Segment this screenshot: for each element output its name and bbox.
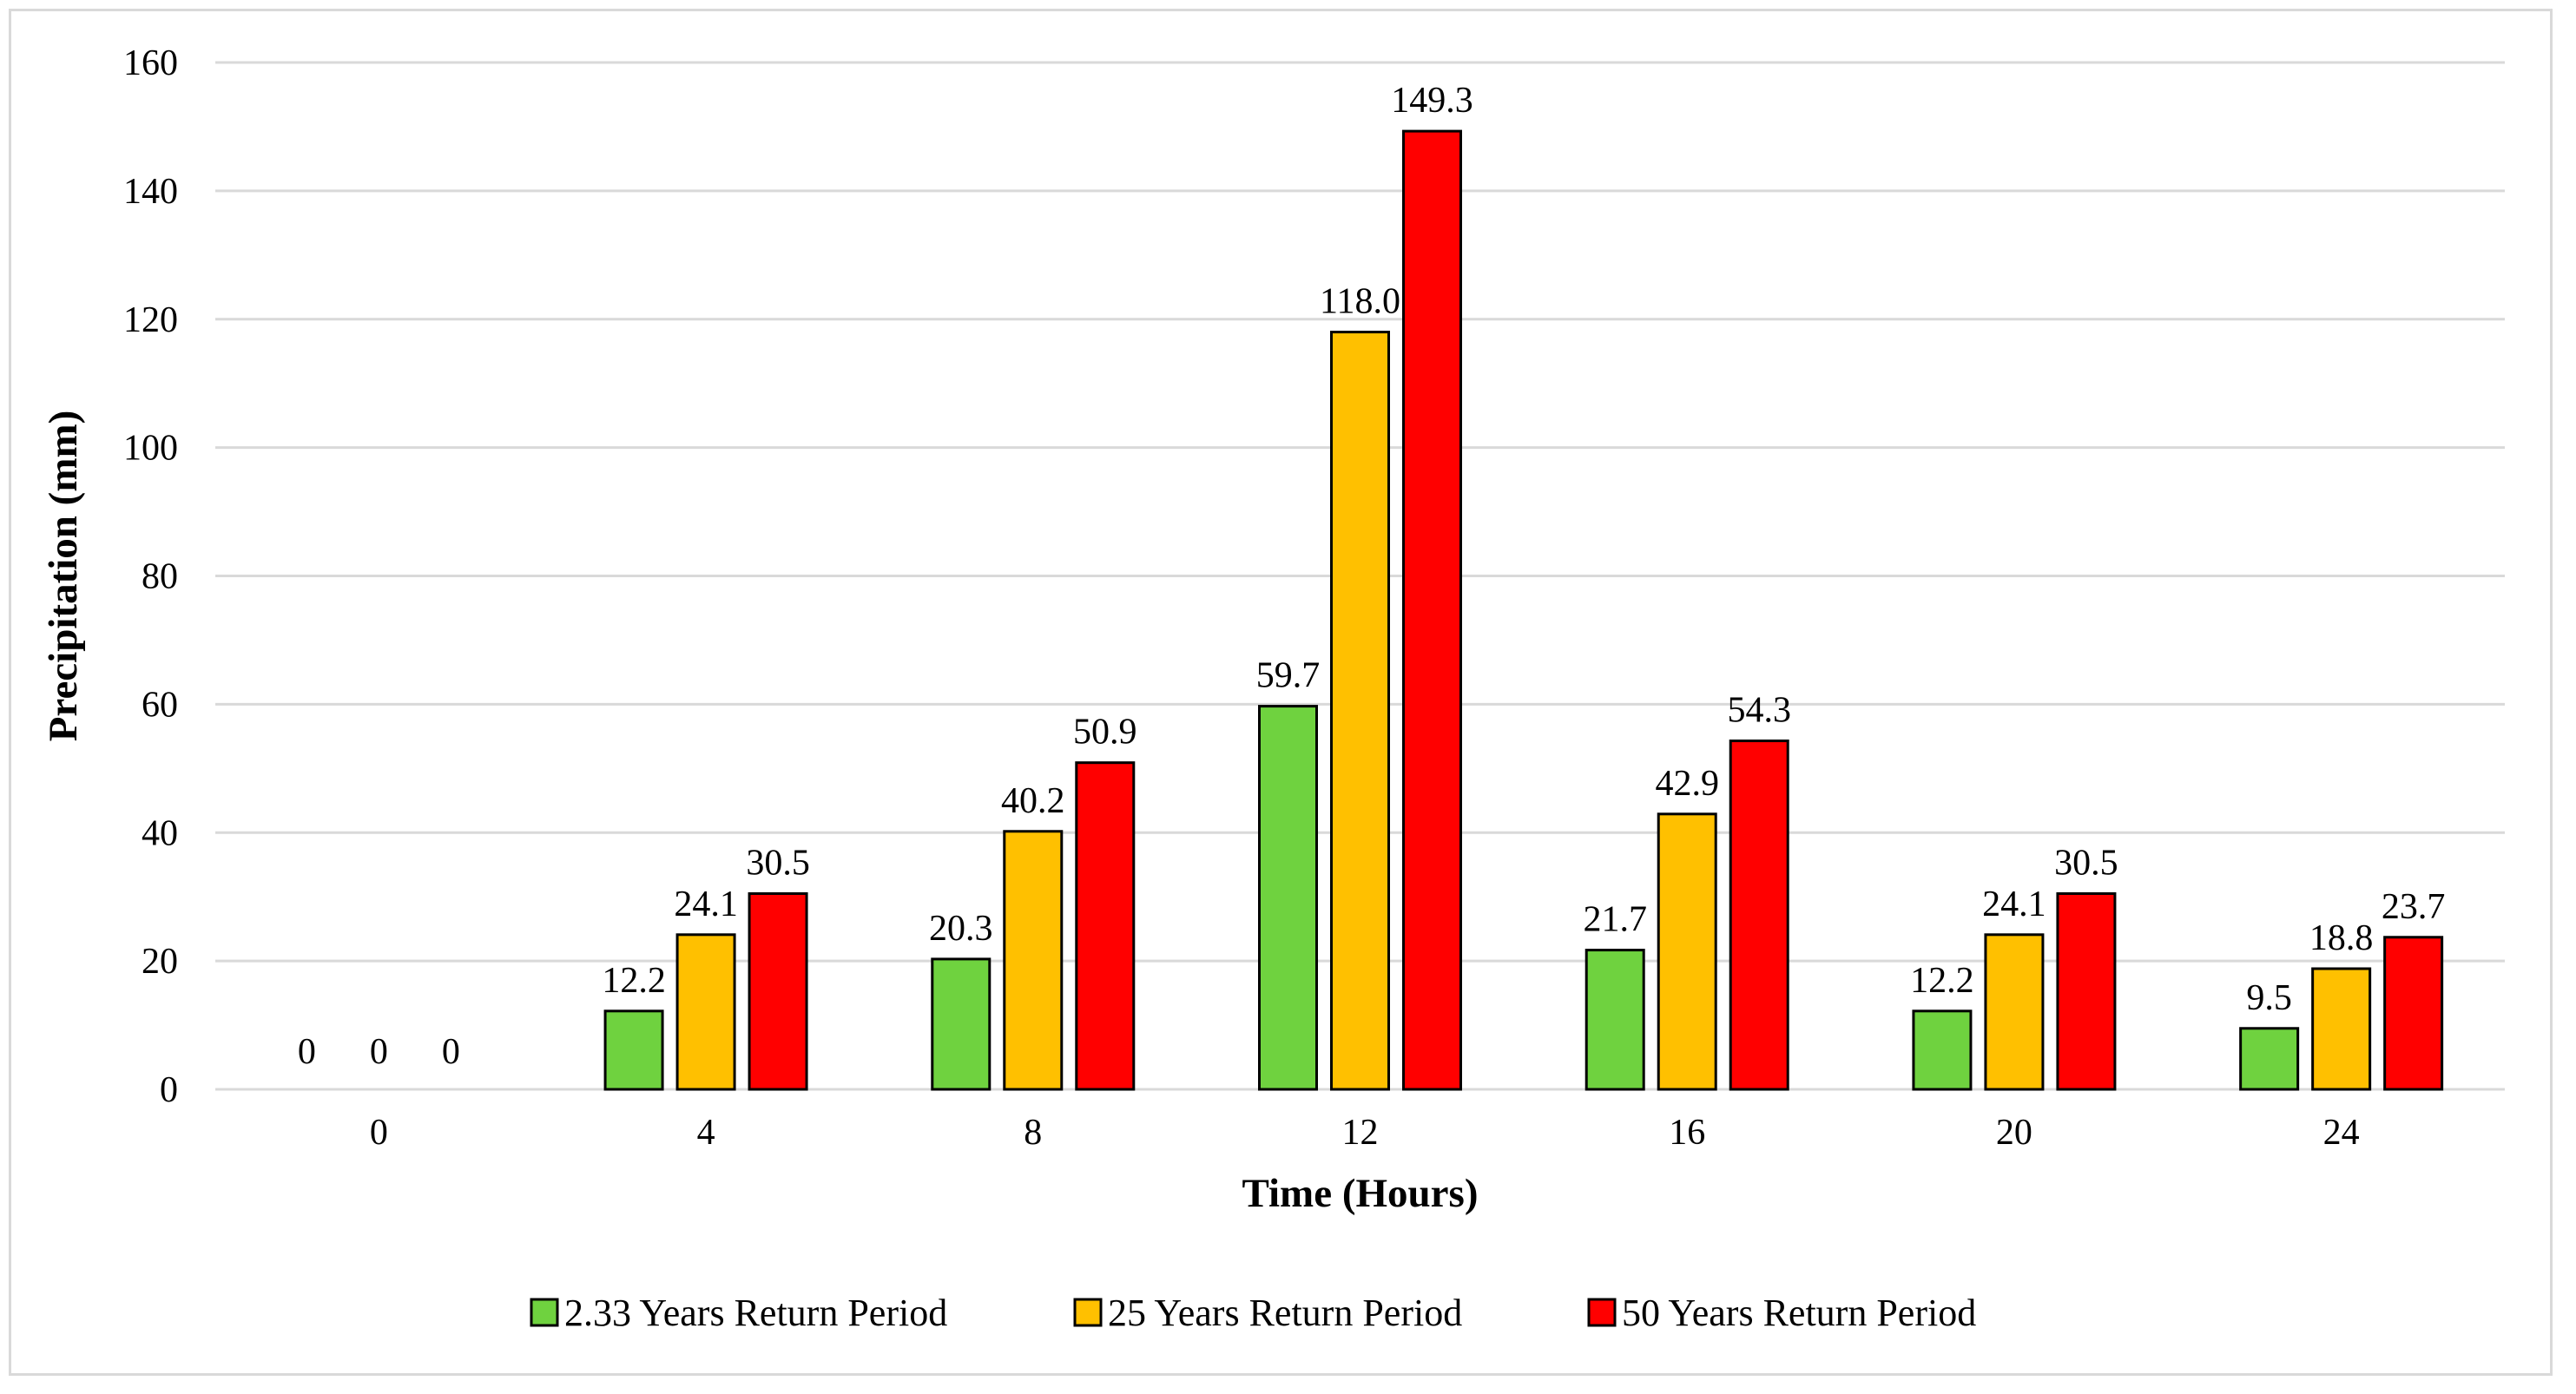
bars	[603, 129, 2444, 1091]
legend-label: 2.33 Years Return Period	[564, 1292, 947, 1334]
data-label: 0	[442, 1032, 460, 1072]
x-tick-label: 12	[1342, 1113, 1379, 1153]
bar	[748, 891, 808, 1091]
data-label: 0	[298, 1032, 316, 1072]
data-label: 24.1	[674, 884, 738, 924]
y-tick-label: 20	[142, 942, 178, 982]
legend-label: 25 Years Return Period	[1108, 1292, 1462, 1334]
data-label: 20.3	[929, 909, 993, 949]
data-label: 118.0	[1320, 282, 1400, 322]
chart-frame	[9, 9, 2553, 1376]
bar	[1912, 1009, 1973, 1091]
y-axis-title: Precipitation (mm)	[41, 411, 86, 742]
data-label: 0	[370, 1032, 388, 1072]
bar	[1258, 705, 1318, 1091]
bar	[2383, 936, 2444, 1091]
data-label: 18.8	[2309, 918, 2374, 958]
data-label: 40.2	[1001, 781, 1065, 821]
bar	[1729, 740, 1789, 1091]
y-tick-label: 60	[142, 685, 178, 725]
data-label: 30.5	[2054, 843, 2118, 883]
legend-swatch	[530, 1298, 559, 1327]
x-tick-label: 4	[697, 1113, 715, 1153]
data-label: 9.5	[2246, 978, 2292, 1018]
y-tick-label: 120	[123, 300, 178, 340]
data-label: 12.2	[602, 961, 666, 1001]
bar	[1075, 761, 1136, 1091]
y-tick-label: 140	[123, 172, 178, 212]
x-axis-title: Time (Hours)	[1242, 1171, 1479, 1216]
bar	[1984, 933, 2045, 1091]
x-axis-tick-labels: 0 4 8 12 16 20 24	[370, 1113, 2360, 1153]
data-label: 54.3	[1727, 691, 1791, 731]
y-tick-label: 0	[160, 1070, 178, 1110]
legend: 2.33 Years Return Period 25 Years Return …	[530, 1292, 1976, 1334]
y-tick-label: 100	[123, 429, 178, 469]
bar	[1584, 949, 1645, 1091]
bar	[603, 1009, 664, 1091]
bar	[2056, 891, 2117, 1091]
data-label: 59.7	[1256, 656, 1321, 696]
data-label: 149.3	[1391, 81, 1473, 121]
bar	[931, 957, 992, 1091]
bar	[1003, 830, 1064, 1091]
bar	[675, 933, 736, 1091]
x-tick-label: 0	[370, 1113, 388, 1153]
legend-swatch	[1073, 1298, 1103, 1327]
x-tick-label: 20	[1996, 1113, 2032, 1153]
data-label: 50.9	[1073, 713, 1137, 753]
data-label: 12.2	[1910, 961, 1974, 1001]
bar	[2311, 967, 2372, 1091]
data-label: 24.1	[1982, 884, 2046, 924]
data-labels: 0 0 012.224.130.520.340.250.959.7118.0149.…	[298, 81, 2446, 1072]
legend-label: 50 Years Return Period	[1622, 1292, 1976, 1334]
data-label: 23.7	[2382, 887, 2446, 927]
bar	[1330, 331, 1390, 1091]
bar	[1402, 129, 1462, 1091]
x-tick-label: 8	[1024, 1113, 1042, 1153]
bar	[1657, 812, 1717, 1091]
data-label: 42.9	[1655, 764, 1719, 804]
legend-swatch	[1587, 1298, 1617, 1327]
y-tick-label: 40	[142, 813, 178, 853]
y-axis-tick-labels: 0 20 40 60 80 100 120 140 160	[123, 43, 178, 1110]
data-label: 21.7	[1583, 900, 1647, 940]
y-tick-label: 80	[142, 557, 178, 597]
data-label: 30.5	[746, 843, 810, 883]
x-tick-label: 16	[1669, 1113, 1705, 1153]
y-tick-label: 160	[123, 43, 178, 83]
x-tick-label: 24	[2323, 1113, 2360, 1153]
bar	[2239, 1027, 2300, 1091]
